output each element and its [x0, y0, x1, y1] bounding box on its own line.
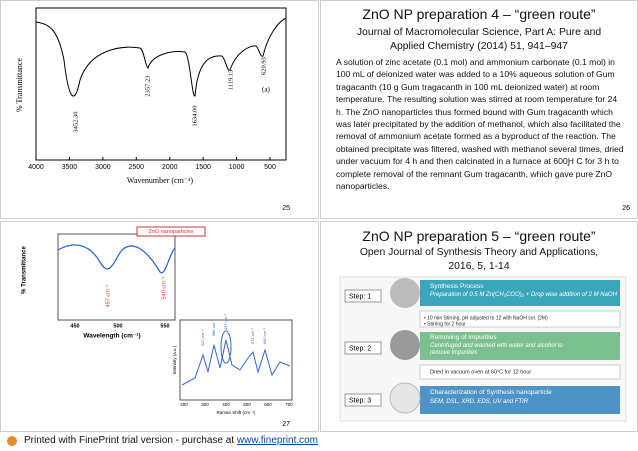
flow-note: Dried in vacuum oven at 60°C for 12 hour — [430, 369, 531, 375]
inset-tick-label: 400 — [222, 402, 230, 407]
step-banner — [420, 332, 620, 360]
fig-labels: 450 500 550 Wavelength (cm⁻¹) % Transmittanc… — [22, 245, 294, 415]
step-image — [390, 330, 420, 360]
journal-line: Journal of Macromolecular Science, Part … — [356, 27, 602, 38]
step-heading: Characterization of Synthesis nanopartic… — [430, 389, 552, 396]
x-tick-label: 3500 — [62, 164, 78, 171]
footer-link[interactable]: www.fineprint.com — [236, 435, 319, 446]
step-banner — [420, 280, 620, 306]
note-box — [419, 310, 621, 328]
fineprint-icon — [7, 436, 17, 446]
peak-highlight — [220, 330, 232, 364]
step-heading: Synthesis Process — [430, 283, 484, 290]
step-label-box — [344, 393, 382, 407]
step-label: Step: 2 — [349, 345, 371, 352]
plot-frame — [57, 233, 176, 321]
slide-frame — [0, 221, 319, 432]
page-number: 27 — [282, 421, 290, 428]
flow-chart: Step: 1 Step: 2 Step: 3 • 10 min Stirrin… — [339, 276, 627, 422]
inset-peak-label: 327 cm⁻¹ — [200, 329, 205, 346]
flow-note: • 10 min Stirring, pH adjusted to 12 wit… — [424, 315, 548, 321]
step-label: Step: 3 — [349, 397, 371, 404]
step-heading: Removing of Impurities — [430, 334, 497, 341]
peak-label: 1634.00 — [191, 105, 198, 126]
x-axis-label: Wavelength (cm⁻¹) — [83, 333, 140, 340]
panel-label: (a) — [262, 86, 270, 94]
inset-tick-label: 300 — [201, 402, 209, 407]
step-detail: Centrifuged and washed with water and al… — [430, 343, 563, 356]
step-image — [390, 278, 420, 308]
slide-title: ZnO NP preparation 5 – “green route” — [362, 228, 596, 244]
x-tick-label: 500 — [113, 323, 122, 329]
flow-note: • Stirring for 2 hour — [424, 321, 466, 327]
inset-y-label: Intensity (a.u.) — [172, 345, 177, 374]
step-banner — [420, 386, 620, 414]
footer: Printed with FinePrint trial version - p… — [24, 435, 318, 446]
inset-peak-label: 574 cm⁻¹ — [250, 327, 255, 344]
footer-text: Printed with FinePrint trial version - p… — [24, 435, 237, 446]
peak-label: 2357.23 — [144, 75, 151, 96]
step-label-box — [344, 341, 382, 355]
inset-tick-label: 500 — [243, 402, 251, 407]
peak-label: 620.93 — [260, 57, 267, 75]
inset-x-label: Raman Shift (cm⁻¹) — [217, 410, 256, 415]
peak-label: 3452.30 — [72, 111, 79, 132]
note-box — [419, 364, 621, 380]
journal-line: Open Journal of Synthesis Theory and App… — [359, 247, 599, 258]
x-tick-label: 1000 — [229, 164, 245, 171]
legend-label: ZnO nanoparticles — [149, 229, 194, 235]
peak-label: 540 cm⁻¹ — [161, 276, 167, 299]
peak-label: 1119.15 — [227, 70, 234, 91]
x-tick-label: 550 — [160, 323, 169, 329]
inset-tick-label: 700 — [285, 402, 293, 407]
step-label-box — [344, 289, 382, 303]
slide-frame — [0, 0, 319, 219]
inset-tick-label: 200 — [180, 402, 188, 407]
x-tick-label: 2000 — [162, 164, 178, 171]
step-image — [389, 382, 421, 414]
spectrum-curve — [57, 244, 176, 274]
x-tick-label: 2500 — [128, 164, 144, 171]
ftir-labels: 4000 3500 3000 2500 2000 1500 1000 500 Wavenumbe… — [15, 57, 276, 185]
raman-curve — [181, 339, 291, 386]
journal-line: Applied Chemistry (2014) 51, 941–947 — [390, 41, 568, 52]
slide-title: ZnO NP preparation 4 – “green route” — [362, 6, 596, 22]
inset-frame — [179, 319, 293, 401]
step-detail: SEM, DSL, XRD, EDS, UV and FTIR — [430, 399, 529, 405]
x-tick-label: 3000 — [95, 164, 111, 171]
inset-peak-label: 660 cm⁻¹ — [262, 327, 267, 344]
x-axis-label: Wavenumber (cm⁻¹) — [127, 176, 194, 185]
inset-peak-label: 386 cm⁻¹ — [211, 319, 216, 336]
x-tick-label: 500 — [264, 164, 276, 171]
spectrum-curve — [35, 17, 287, 97]
plot-frame — [35, 7, 287, 161]
x-tick-label: 1500 — [195, 164, 211, 171]
peak-label: 457 cm⁻¹ — [105, 284, 111, 307]
step-detail: Preparation of 0.5 M Zn(CH₃COO)₂ + Drop … — [430, 292, 617, 298]
x-tick-label: 4000 — [28, 164, 44, 171]
body-text: A solution of zinc acetate (0.1 mol) and… — [336, 57, 624, 192]
inset-tick-label: 600 — [264, 402, 272, 407]
inset-peak-label: 437 cm⁻¹ — [223, 313, 228, 330]
journal-line: 2016, 5, 1-14 — [448, 261, 510, 272]
page-number: 25 — [282, 205, 290, 212]
y-axis-label: % Transmittance — [22, 245, 28, 293]
y-axis-label: % Transmittance — [15, 58, 24, 112]
step-label: Step: 1 — [349, 293, 371, 300]
legend-box — [136, 226, 206, 237]
page-number: 26 — [622, 205, 630, 212]
x-tick-label: 450 — [70, 323, 79, 329]
